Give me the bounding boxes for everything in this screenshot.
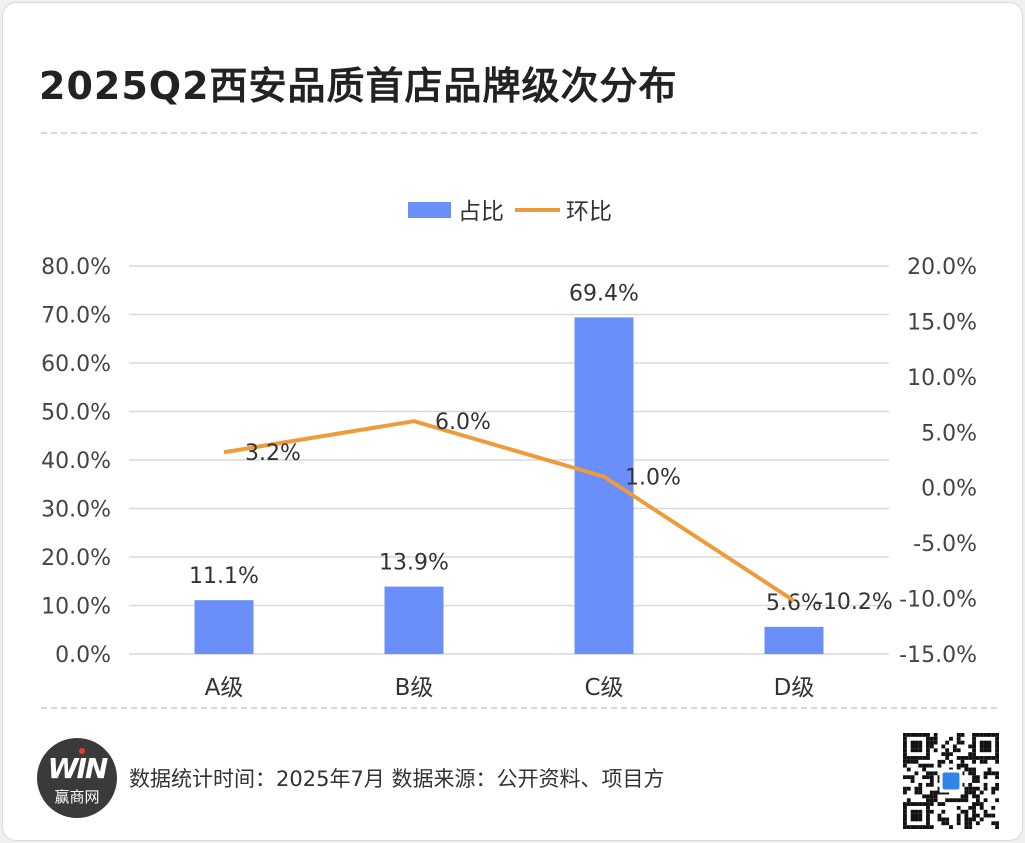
y-left-tick-label: 60.0%	[41, 352, 111, 377]
bar-data-label: 69.4%	[569, 281, 639, 306]
data-source-note: 数据统计时间：2025年7月 数据来源：公开资料、项目方	[129, 767, 665, 791]
y-right-tick-label: -10.0%	[899, 588, 977, 613]
x-tick-label: D级	[774, 675, 815, 701]
combo-chart: 0.0% 10.0% 20.0% 30.0% 40.0% 50.0% 60.0% 70.0% 8…	[41, 199, 977, 701]
legend-label-zhanbi: 占比	[458, 199, 504, 225]
bar-data-label: 11.1%	[189, 564, 259, 589]
bar-data-label: 5.6%	[766, 591, 822, 616]
bar	[764, 626, 824, 654]
line-data-label: -10.2%	[815, 590, 893, 615]
y-left-tick-label: 10.0%	[41, 595, 111, 620]
title-divider	[41, 132, 977, 134]
x-tick-label: A级	[205, 675, 244, 701]
logo-text: 赢商网	[54, 788, 100, 806]
brand-logo: WIN 赢商网	[37, 738, 117, 818]
footer-divider	[41, 707, 997, 709]
bar	[384, 586, 444, 654]
bar	[574, 317, 634, 654]
x-tick-label: C级	[584, 675, 623, 701]
y-left-tick-label: 80.0%	[41, 255, 111, 280]
line-data-label: 1.0%	[625, 466, 681, 491]
y-right-tick-label: -5.0%	[913, 532, 977, 557]
y-right-tick-label: 0.0%	[921, 477, 977, 502]
chart-title: 2025Q2西安品质首店品牌级次分布	[39, 64, 678, 108]
y-right-tick-label: 20.0%	[907, 255, 977, 280]
line-data-label: 3.2%	[245, 441, 301, 466]
y-left-tick-label: 30.0%	[41, 498, 111, 523]
logo-mark: WIN	[47, 752, 109, 785]
line-data-label: 6.0%	[435, 410, 491, 435]
y-left-tick-label: 0.0%	[55, 643, 111, 668]
logo-dot	[79, 748, 85, 754]
y-right-tick-label: -15.0%	[899, 643, 977, 668]
qr-code-icon	[903, 733, 999, 829]
bar	[194, 600, 254, 654]
y-left-tick-label: 40.0%	[41, 449, 111, 474]
x-tick-label: B级	[395, 675, 434, 701]
legend-label-huanbi: 环比	[566, 199, 612, 225]
y-left-tick-label: 50.0%	[41, 401, 111, 426]
legend-swatch-zhanbi	[408, 202, 451, 218]
y-right-tick-label: 15.0%	[907, 310, 977, 335]
y-left-tick-label: 70.0%	[41, 304, 111, 329]
y-right-tick-label: 10.0%	[907, 366, 977, 391]
y-right-tick-label: 5.0%	[921, 421, 977, 446]
y-left-tick-label: 20.0%	[41, 546, 111, 571]
line-series-huanbi	[223, 419, 796, 603]
bar-data-label: 13.9%	[379, 551, 449, 576]
